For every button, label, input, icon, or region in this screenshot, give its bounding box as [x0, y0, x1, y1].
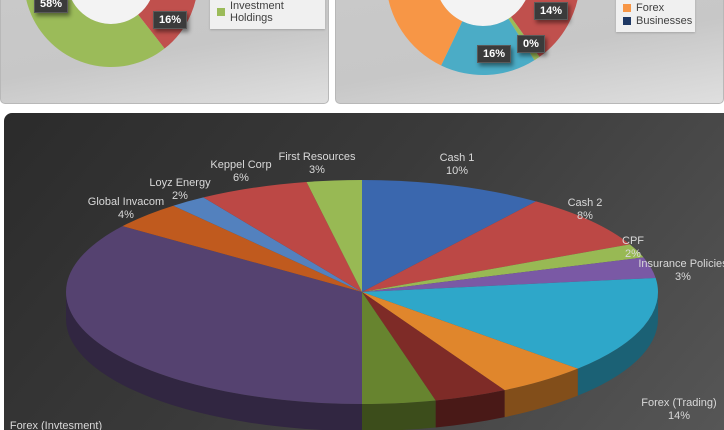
- pie-slice-side[interactable]: [504, 368, 578, 418]
- legend-label: Businesses: [636, 15, 693, 27]
- pie-slice[interactable]: [362, 180, 536, 292]
- pie-slice-side[interactable]: [435, 390, 505, 428]
- donut-slice[interactable]: [24, 0, 165, 67]
- pie-slice-side[interactable]: [362, 400, 436, 430]
- pie-plot: [66, 180, 658, 430]
- pie-slice[interactable]: [306, 180, 362, 292]
- legend-item-forex[interactable]: Forex: [623, 2, 687, 14]
- pie-slice[interactable]: [66, 226, 363, 404]
- pie-slice[interactable]: [122, 205, 362, 292]
- donut-slice[interactable]: [386, 0, 463, 66]
- pie-slice[interactable]: [362, 292, 436, 404]
- pie-chart-3d[interactable]: Cash 1 10% Cash 2 8% CPF 2% Insurance Policies…: [4, 113, 724, 430]
- legend-label: Investment Holdings: [230, 0, 284, 24]
- pie-slice[interactable]: [362, 201, 630, 292]
- pie-slice[interactable]: [362, 257, 656, 292]
- legend-item-businesses[interactable]: Businesses: [623, 15, 692, 27]
- legend-swatch: [623, 4, 631, 12]
- pie-slice-side[interactable]: [577, 292, 658, 396]
- pie-slice[interactable]: [362, 292, 578, 391]
- legend-item-investment-holdings[interactable]: Investment Holdings: [217, 0, 317, 24]
- pie-slice[interactable]: [362, 244, 644, 292]
- legend-swatch: [623, 17, 631, 25]
- legend-right[interactable]: Forex Businesses: [616, 0, 695, 32]
- donut-hole[interactable]: [435, 0, 531, 26]
- pie-slice[interactable]: [362, 292, 505, 401]
- donut-chart-left[interactable]: 58% 16% Investment Holdings: [0, 0, 329, 104]
- pie-slice[interactable]: [203, 181, 362, 292]
- legend-swatch: [217, 8, 225, 16]
- donut-chart-right[interactable]: 14% 0% 16% Forex Businesses: [335, 0, 724, 104]
- pie-slice[interactable]: [173, 197, 362, 292]
- legend-label: Forex: [636, 2, 665, 14]
- pie-slice-side[interactable]: [66, 292, 362, 430]
- legend-left[interactable]: Investment Holdings: [210, 0, 325, 29]
- donut-hole[interactable]: [67, 0, 155, 24]
- pie-slice[interactable]: [362, 277, 658, 369]
